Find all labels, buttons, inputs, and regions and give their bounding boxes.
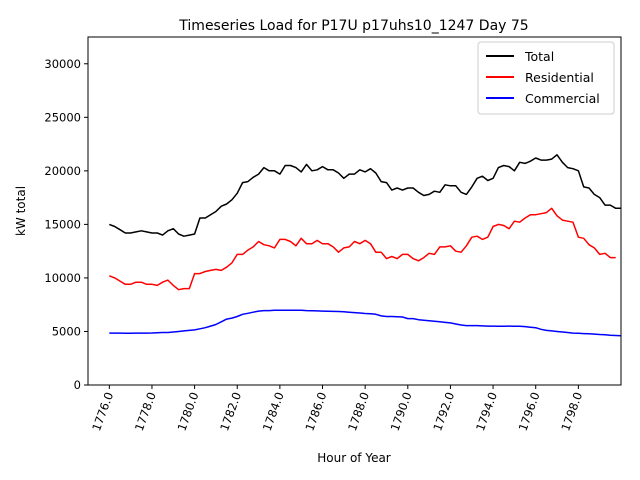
legend: Total Residential Commercial: [477, 41, 615, 115]
chart-title: Timeseries Load for P17U p17uhs10_1247 D…: [178, 18, 528, 34]
series-lines: [109, 154, 622, 337]
y-tick-label: 5000: [52, 324, 81, 338]
y-tick-label: 25000: [44, 110, 81, 124]
series-line-commercial: [109, 309, 622, 337]
legend-label-commercial: Commercial: [525, 91, 600, 106]
plot-frame: [87, 36, 622, 386]
y-tick-label: 20000: [44, 164, 81, 178]
y-axis-ticks: 0 5000 10000 15000 20000 25000 30000: [44, 57, 88, 392]
y-tick-label: 10000: [44, 271, 81, 285]
legend-label-total: Total: [524, 49, 554, 64]
series-line-residential: [109, 207, 616, 291]
y-axis-label: kW total: [14, 186, 28, 236]
legend-box: [477, 41, 615, 115]
legend-label-residential: Residential: [525, 70, 594, 85]
y-tick-label: 15000: [44, 217, 81, 231]
series-line-total: [109, 154, 621, 237]
y-tick-label: 0: [74, 378, 81, 392]
x-axis-label: Hour of Year: [317, 451, 391, 465]
y-tick-label: 30000: [44, 57, 81, 71]
